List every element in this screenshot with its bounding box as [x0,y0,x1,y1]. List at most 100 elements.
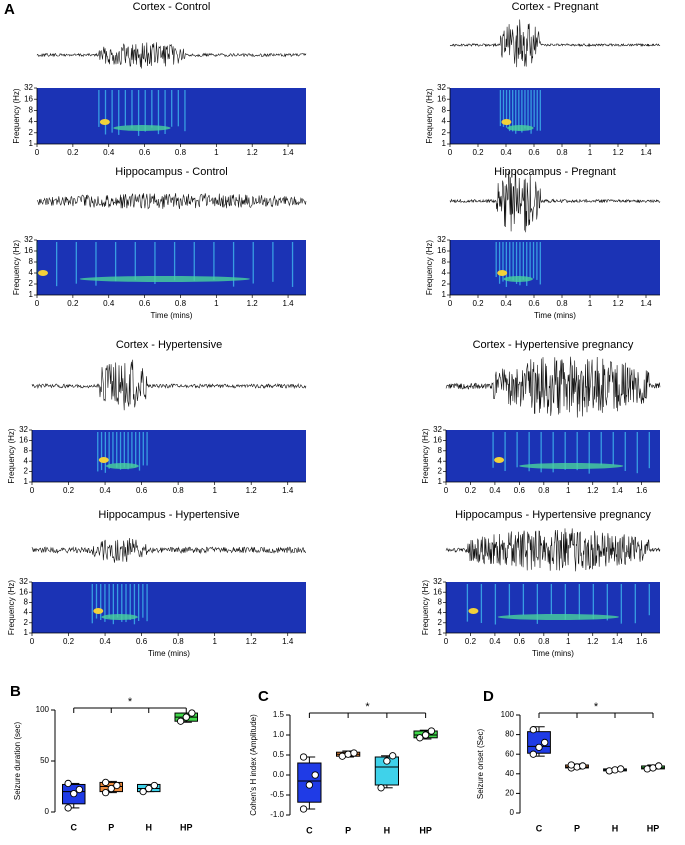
x-tick-label: 1.4 [283,299,295,308]
y-tick-label: 16 [19,587,28,596]
x-tick-label: HP [419,825,432,835]
x-tick-label: 1 [214,299,219,308]
x-tick-label: 0.2 [67,148,79,157]
data-point [350,749,358,757]
y-tick-label: 8 [442,106,447,115]
y-tick-label: 4 [29,268,34,277]
x-tick-label: 1 [212,486,217,495]
x-tick-label: 0.4 [489,486,501,495]
y-tick-label: 100 [501,710,515,719]
spectrogram-image [450,88,660,144]
data-point [145,784,153,793]
y-tick-label: 1 [442,139,447,148]
x-tick-label: 0.6 [528,299,540,308]
x-tick-label: 1.2 [612,148,624,157]
y-tick-label: 16 [433,587,442,596]
y-tick-label: 2 [438,467,443,476]
y-tick-label: 4 [442,268,447,277]
x-tick-label: C [71,822,78,832]
y-tick-label: 8 [438,446,443,455]
spectrogram-hotspot [501,119,512,125]
y-tick-label: 0.5 [273,750,285,759]
y-axis-label: Frequency (Hz) [12,240,21,295]
x-tick-label: 0.4 [100,637,112,646]
significance-label: * [128,696,133,708]
y-tick-label: 50 [40,756,49,765]
x-tick-label: 1.2 [246,637,258,646]
x-tick-label: 0.2 [63,637,75,646]
x-tick-label: 0.6 [139,148,151,157]
x-tick-label: 0.8 [538,486,550,495]
x-tick-label: 0 [448,148,453,157]
x-tick-label: 0.8 [175,148,187,157]
data-point [305,781,314,789]
y-tick-label: 8 [438,598,443,607]
spectrogram-hotspot [101,614,138,620]
x-tick-label: 1.2 [587,637,599,646]
y-tick-label: 1 [438,628,443,637]
y-tick-label: 1.0 [273,730,285,739]
x-tick-label: 0 [30,486,35,495]
y-tick-label: -1.0 [270,810,284,819]
x-tick-label: 0.6 [528,148,540,157]
panel-title: Hippocampus - Pregnant [494,166,616,178]
x-tick-label: 0.8 [173,637,185,646]
y-tick-label: 4 [24,608,29,617]
eeg-trace [31,359,307,411]
panel-title: Cortex - Hypertensive pregnancy [473,339,634,351]
x-tick-label: 0.8 [556,148,568,157]
y-tick-label: 32 [433,425,442,434]
y-tick-label: 4 [438,456,443,465]
x-tick-label: 1.2 [612,299,624,308]
y-tick-label: 8 [442,257,447,266]
eeg-trace [445,356,661,418]
x-tick-label: 0.8 [556,299,568,308]
y-tick-label: 0 [510,808,515,817]
x-tick-label: 0.6 [514,637,526,646]
x-tick-label: 0.2 [63,486,75,495]
x-tick-label: 0.6 [514,486,526,495]
spectrogram-hotspot [79,276,250,282]
x-tick-label: 0.4 [500,299,512,308]
y-tick-label: 60 [505,749,514,758]
y-tick-label: 2 [442,128,447,137]
x-tick-label: 0.6 [136,637,148,646]
y-tick-label: 1.5 [273,710,285,719]
x-axis-label: Time (mins) [148,649,190,658]
y-tick-label: 4 [442,117,447,126]
panel-label: A [4,1,15,18]
x-tick-label: 0.4 [489,637,501,646]
x-tick-label: C [536,823,543,833]
y-tick-label: 2 [24,618,29,627]
data-point [529,726,537,734]
data-point [377,784,385,792]
x-tick-label: 0 [35,148,40,157]
x-tick-label: H [384,825,391,835]
spectrogram-hotspot [497,614,619,620]
panel-title: Cortex - Control [133,1,211,13]
y-axis-label: Frequency (Hz) [425,240,434,295]
y-tick-label: 16 [24,246,33,255]
data-point [311,771,319,779]
x-tick-label: 1.2 [587,486,599,495]
x-tick-label: 1 [566,486,571,495]
y-tick-label: 8 [29,106,34,115]
spectrogram-hotspot [494,457,505,463]
x-axis-label: Time (mins) [534,311,576,320]
x-tick-label: C [306,825,313,835]
y-tick-label: 16 [19,436,28,445]
spectrogram-hotspot [113,125,171,131]
x-tick-label: H [612,823,619,833]
x-axis-label: Time (mins) [151,311,193,320]
spectrogram-image [450,240,660,295]
x-tick-label: 1 [214,148,219,157]
panel-title: Hippocampus - Hypertensive pregnancy [455,509,651,521]
y-tick-label: 2 [29,279,34,288]
spectrogram-image [446,582,660,633]
x-tick-label: 1.6 [636,637,648,646]
y-axis-label: Frequency (Hz) [425,88,434,143]
spectrogram-image [37,240,306,295]
x-tick-label: 1 [588,148,593,157]
y-tick-label: 8 [24,598,29,607]
